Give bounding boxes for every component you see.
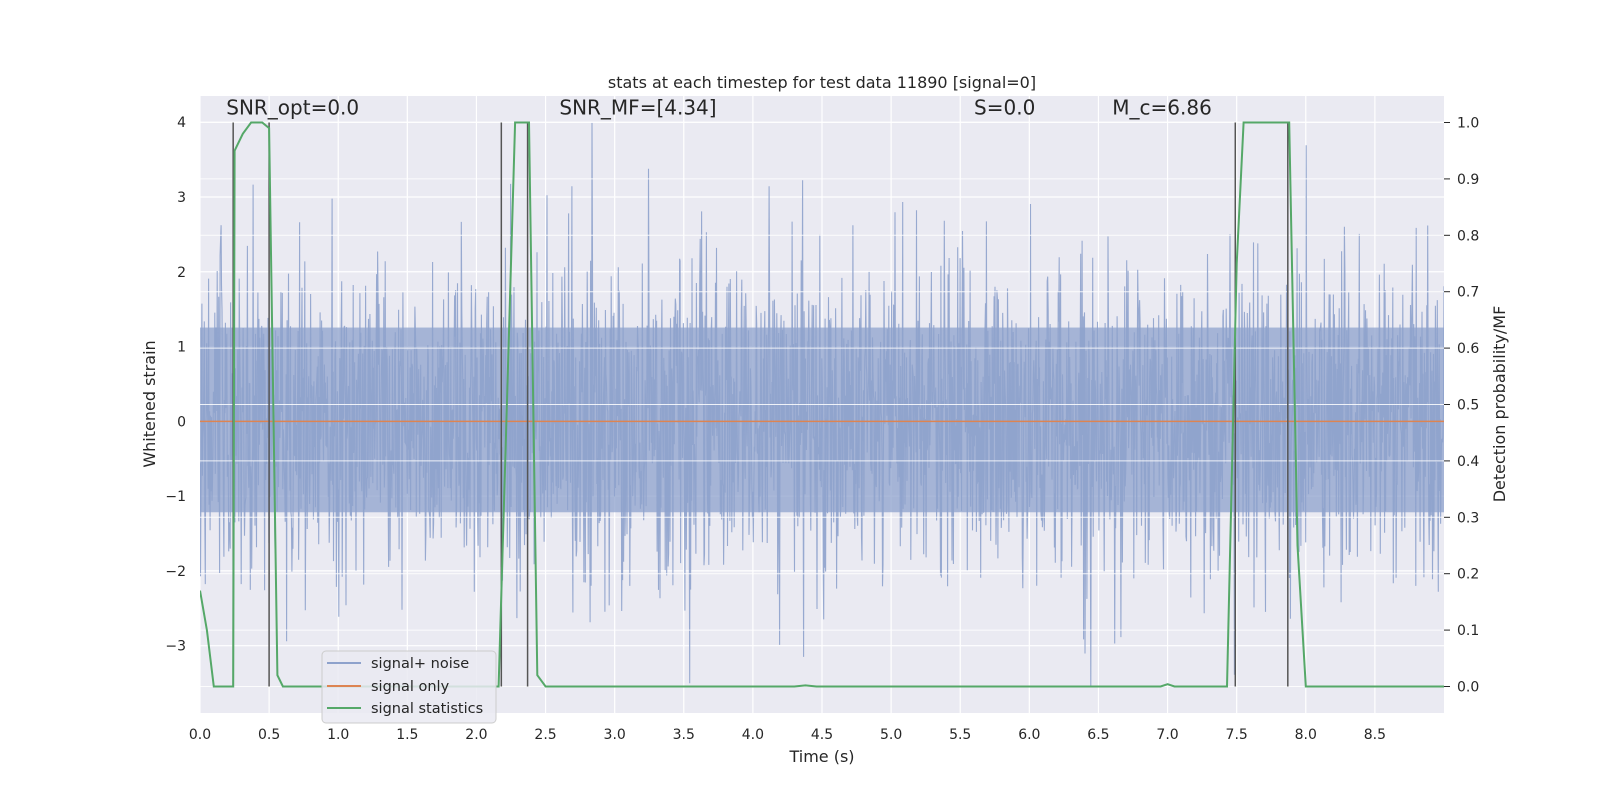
x-tick-label: 7.5 [1226,727,1248,743]
x-tick-label: 6.0 [1018,727,1040,743]
x-tick-label: 4.5 [811,727,833,743]
y-tick-label: 4 [177,115,186,131]
y-tick-label: 0 [177,414,186,430]
y-right-axis-label: Detection probability/MF [1490,306,1509,503]
series-signal-statistics [200,121,1444,688]
x-tick-label: 8.0 [1295,727,1317,743]
y-tick-label: 2 [177,265,186,281]
x-tick-label: 1.0 [327,727,349,743]
x-tick-label: 3.0 [604,727,626,743]
y-right-tick-label: 1.0 [1457,116,1479,132]
x-tick-label: 7.0 [1156,727,1178,743]
y-right-tick-label: 0.4 [1457,454,1479,470]
y-tick-label: −3 [165,639,186,655]
x-tick-label: 2.5 [534,727,556,743]
y-right-tick-label: 0.8 [1457,228,1479,244]
y-right-tick-label: 0.2 [1457,567,1479,583]
legend-box [321,650,497,724]
y-right-tick-label: 0.5 [1457,398,1479,414]
y-right-tick-label: 0.3 [1457,510,1479,526]
y-right-tick-label: 0.9 [1457,172,1479,188]
x-tick-label: 6.5 [1087,727,1109,743]
y-right-tick-labels: 1.0 0.9 0.8 0.7 0.6 0.5 0.4 0.3 0.2 0.1 0.0 [1457,116,1479,696]
annotation-mc: M_c=6.86 [1112,96,1212,120]
annotation-s: S=0.0 [974,96,1035,120]
y-right-tick-label: 0.6 [1457,341,1479,357]
x-tick-label: 4.0 [742,727,764,743]
x-tick-label: 0.0 [189,727,211,743]
annotations: SNR_opt=0.0 SNR_MF=[4.34] S=0.0 M_c=6.86 [226,96,1212,120]
x-tick-label: 0.5 [258,727,280,743]
x-tick-label: 2.0 [465,727,487,743]
x-axis-label: Time (s) [788,747,854,766]
y-right-tick-label: 0.7 [1457,285,1479,301]
y-tick-label: 3 [177,190,186,206]
y-tick-label: 1 [177,340,186,356]
legend-label-signal-noise: signal+ noise [371,656,469,672]
y-right-tick-label: 0.0 [1457,679,1479,695]
y-tick-labels: 4 3 2 1 0 −1 −2 −3 [165,115,186,655]
x-tick-label: 8.5 [1364,727,1386,743]
x-tick-label: 5.5 [949,727,971,743]
stats-layer [200,121,1444,688]
series-signal-noise [200,122,1444,687]
chart-title: stats at each timestep for test data 118… [608,73,1036,92]
x-tick-label: 1.5 [396,727,418,743]
annotation-snr-opt: SNR_opt=0.0 [226,96,359,120]
x-tick-label: 5.0 [880,727,902,743]
y-tick-label: −1 [165,489,186,505]
annotation-snr-mf: SNR_MF=[4.34] [559,96,716,120]
legend-label-signal-only: signal only [371,679,450,695]
legend-label-signal-statistics: signal statistics [371,701,483,717]
legend: signal+ noise signal only signal statist… [321,650,497,724]
x-tick-labels: 0.0 0.5 1.0 1.5 2.0 2.5 3.0 3.5 4.0 4.5 5.0 5.5 6.0 6… [189,727,1386,743]
series-layer [200,122,1444,687]
x-tick-label: 3.5 [673,727,695,743]
y-right-tick-label: 0.1 [1457,623,1479,639]
y-axis-label: Whitened strain [140,340,159,467]
y-tick-label: −2 [165,564,186,580]
